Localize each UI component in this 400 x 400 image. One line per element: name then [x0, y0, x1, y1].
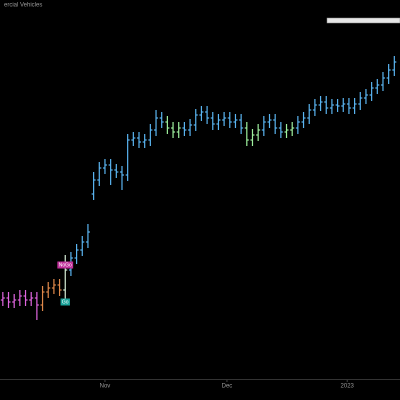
- ohlc-bar: [51, 279, 56, 294]
- ohlc-bar: [182, 122, 187, 136]
- ohlc-bar: [17, 290, 22, 306]
- x-tick-label: Nov: [100, 384, 111, 390]
- ohlc-bar: [91, 172, 96, 200]
- ohlc-bar: [40, 286, 45, 311]
- ohlc-bar: [125, 134, 130, 181]
- ohlc-bar: [12, 294, 17, 308]
- ohlc-bar: [329, 99, 334, 114]
- ohlc-bar: [216, 114, 221, 130]
- ohlc-bar: [222, 112, 227, 126]
- ohlc-bar: [363, 89, 368, 104]
- ohlc-bar: [171, 122, 176, 138]
- ohlc-bar: [188, 119, 193, 136]
- ohlc-bar: [137, 132, 142, 148]
- ohlc-bar: [358, 92, 363, 110]
- annotation-box: [57, 261, 74, 269]
- ohlc-bar: [154, 110, 159, 136]
- ohlc-bar: [97, 162, 102, 186]
- ohlc-bar: [346, 98, 351, 114]
- ohlc-bar: [352, 98, 357, 114]
- ohlc-bar: [165, 116, 170, 134]
- chart-title: ercial Vehicles: [4, 3, 42, 9]
- ohlc-bar: [273, 114, 278, 134]
- x-tick-label: Dec: [222, 384, 233, 390]
- ohlc-bar: [301, 112, 306, 128]
- ohlc-bar: [239, 114, 244, 134]
- ohlc-bar: [307, 104, 312, 124]
- ohlc-bar: [284, 124, 289, 138]
- ohlc-bar: [318, 96, 323, 111]
- ohlc-bar: [324, 96, 329, 114]
- ohlc-bar: [142, 134, 147, 148]
- ohlc-bar: [369, 82, 374, 101]
- ohlc-bar: [250, 129, 255, 146]
- ohlc-bar: [335, 99, 340, 112]
- annotation-label: Go: [62, 300, 69, 306]
- ohlc-bar: [57, 279, 62, 296]
- ohlc-bar: [23, 290, 28, 306]
- ohlc-bar: [227, 112, 232, 128]
- ohlc-bar: [0, 292, 5, 306]
- annotation-box: [60, 298, 70, 306]
- ohlc-bar: [290, 122, 295, 136]
- ohlc-bar: [312, 99, 317, 116]
- x-tick-label: 2023: [341, 384, 355, 390]
- ohlc-bar: [34, 292, 39, 320]
- ohlc-bar: [74, 244, 79, 264]
- ohlc-bar: [193, 109, 198, 131]
- ohlc-bar: [392, 56, 397, 76]
- ohlc-bar: [375, 79, 380, 94]
- ohlc-bar: [114, 164, 119, 178]
- ohlc-bar: [119, 166, 124, 190]
- ohlc-bar: [380, 72, 385, 91]
- ohlc-bar: [131, 132, 136, 146]
- ohlc-bar: [341, 98, 346, 112]
- ohlc-bar: [159, 112, 164, 128]
- ohlc-bar: [6, 292, 11, 308]
- ohlc-bar: [148, 124, 153, 146]
- ohlc-bar: [278, 122, 283, 138]
- ohlc-bar: [386, 64, 391, 84]
- ohlc-bar: [46, 282, 51, 298]
- ohlc-bar: [233, 114, 238, 128]
- ohlc-bar: [199, 106, 204, 121]
- ohlc-bar: [29, 292, 34, 306]
- ohlc-bar: [108, 159, 113, 185]
- ohlc-bar: [80, 236, 85, 256]
- toolbar-bar[interactable]: [326, 17, 400, 24]
- ohlc-bar: [205, 106, 210, 124]
- ohlc-bar: [244, 122, 249, 146]
- ohlc-bar: [85, 224, 90, 248]
- ohlc-bar: [261, 116, 266, 136]
- ohlc-bar: [210, 112, 215, 130]
- ohlc-bar: [256, 124, 261, 141]
- annotation-label: NoGo: [59, 263, 72, 269]
- ohlc-bar: [102, 159, 107, 174]
- ohlc-bar: [295, 116, 300, 134]
- ohlc-bar: [176, 122, 181, 138]
- ohlc-bar: [267, 114, 272, 128]
